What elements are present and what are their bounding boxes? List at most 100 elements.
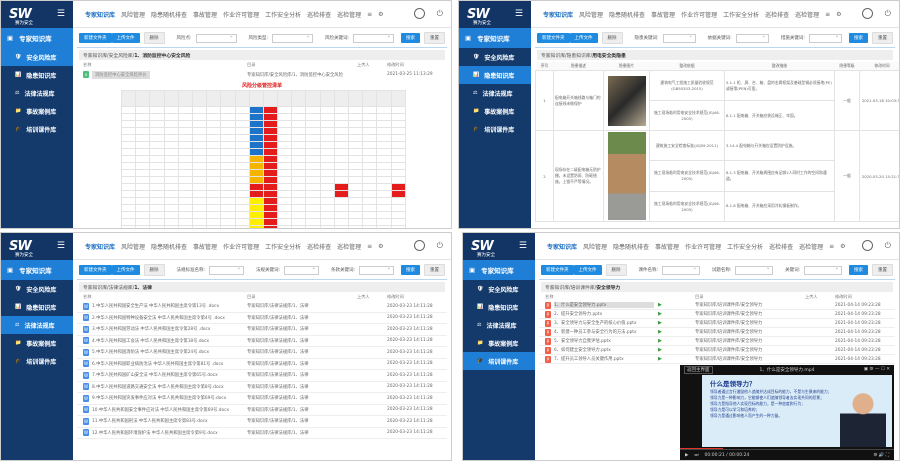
nav-tab[interactable]: 巡检排查 xyxy=(769,243,794,251)
file-name[interactable]: 3、安全领导力与安全生产的核心价值.pptx xyxy=(554,321,637,326)
breadcrumb-path[interactable]: 专家知识库/隐患知识库/ xyxy=(541,53,593,59)
sidebar-header-knowledge-base[interactable]: ▣ 专家知识库 xyxy=(1,28,73,48)
more-menu-icon[interactable]: ≡ xyxy=(829,242,835,250)
sidebar-item[interactable]: 🛡 安全风险库 xyxy=(1,48,73,66)
nav-tab[interactable]: 作业许可管理 xyxy=(681,11,718,19)
nav-tab[interactable]: 事故管理 xyxy=(655,243,680,251)
table-row[interactable]: W 12.中华人民共和国环境保护法 中华人民共和国主席令第9号.docx 专家知识库… xyxy=(77,428,447,439)
table-row[interactable]: 施工现场临时用电安全技术规范(JGJ46-2005) 8.1.8 配电箱、开关箱应… xyxy=(536,190,900,223)
nav-tab[interactable]: 隐患随机排查 xyxy=(613,243,650,251)
table-row[interactable]: W 7.中华人民共和国矿山安全法 中华人民共和国主席令第65号.docx 专家知识库… xyxy=(77,370,447,382)
upload-file-button[interactable]: 上传文件 xyxy=(111,265,140,275)
play-icon[interactable]: ▶ xyxy=(685,452,689,458)
nav-tab[interactable]: 巡检管理 xyxy=(337,243,362,251)
table-row[interactable]: 1 配电箱开关箱线路与箱门的连接线未做保护 建筑电气工程施工质量验收规范(GB503… xyxy=(535,70,899,131)
delete-button[interactable]: 删除 xyxy=(605,264,627,276)
more-menu-icon[interactable]: ≡ xyxy=(367,10,373,18)
nav-tab[interactable]: 风险管理 xyxy=(583,243,608,251)
reset-button[interactable]: 重置 xyxy=(424,32,445,44)
table-row[interactable]: P 7、提升员工领导人员关键作用.pptx ▶ 专家知识库/培训课件库/安全领导力 20… xyxy=(539,355,895,364)
table-row[interactable]: 施工现场临时用电安全技术规范(JGJ46-2005) 8.1.3 配电箱、开关箱周… xyxy=(536,160,900,192)
sidebar-item[interactable]: ⚖ 法律法规库 xyxy=(463,316,535,334)
table-row[interactable]: P 3、安全领导力与安全生产的核心价值.pptx ▶ 专家知识库/培训课件库/安全领导… xyxy=(539,319,895,328)
sidebar-header-knowledge-base[interactable]: ▣ 专家知识库 xyxy=(1,260,73,280)
play-video-icon[interactable]: ▶ xyxy=(658,329,662,335)
sidebar-item[interactable]: 📁 事故案例库 xyxy=(1,334,73,352)
sidebar-item[interactable]: 📊 隐患知识库 xyxy=(1,298,73,316)
search-button[interactable]: 搜索 xyxy=(400,265,420,275)
table-row[interactable]: x 消防监控中心安全风险评价 专家知识库/安全风险库/1、消防监控中心安全风险 202… xyxy=(77,69,447,81)
upload-file-button[interactable]: 上传文件 xyxy=(573,265,602,275)
new-folder-button[interactable]: 新建文件夹 xyxy=(79,33,112,43)
sidebar-item[interactable]: ⚖ 法律法规库 xyxy=(459,84,531,102)
hamburger-menu-icon[interactable]: ☰ xyxy=(56,9,65,19)
sidebar-header-knowledge-base[interactable]: ▣ 专家知识库 xyxy=(463,260,535,280)
sidebar-header-knowledge-base[interactable]: ▣ 专家知识库 xyxy=(459,28,531,48)
avatar[interactable] xyxy=(861,8,873,19)
avatar[interactable] xyxy=(861,240,873,251)
table-row[interactable]: P 5、安全领导力自我评估.pptx ▶ 专家知识库/培训课件库/安全领导力 2021-… xyxy=(539,337,895,346)
file-name[interactable]: 2、提升安全领导力.pptx xyxy=(554,312,603,317)
search-button[interactable]: 搜索 xyxy=(848,265,868,275)
gear-icon[interactable]: ⚙ xyxy=(378,242,384,250)
nav-tab[interactable]: 专家知识库 xyxy=(85,11,116,19)
filter-select[interactable] xyxy=(662,265,700,275)
photo-image[interactable] xyxy=(607,75,646,126)
nav-tab[interactable]: 作业许可管理 xyxy=(223,11,260,19)
video-player[interactable]: 返回主界面 1、什么是安全领导力.mp4 ▣ ⚙ — ☐ ✕ 什么是领导力？ 领导者通过… xyxy=(680,365,894,460)
play-video-icon[interactable]: ▶ xyxy=(658,311,662,317)
table-row[interactable]: W 1.中华人民共和国安全生产法 中华人民共和国主席令第13号 .docx 专家知识… xyxy=(77,301,447,313)
nav-tab[interactable]: 风险管理 xyxy=(121,243,146,251)
new-folder-button[interactable]: 新建文件夹 xyxy=(537,33,570,43)
table-row[interactable]: W 8.中华人民共和国道路交通安全法 中华人民共和国主席令第8号.docx 专家知识… xyxy=(77,382,447,393)
table-row[interactable]: W 5.中华人民共和国消防法 中华人民共和国主席令第24号.docx 专家知识库/法… xyxy=(77,347,447,359)
table-row[interactable]: P 4、新建一种员工参与安全行为的方法.pptx ▶ 专家知识库/培训课件库/安全领导… xyxy=(539,328,895,337)
gear-icon[interactable]: ⚙ xyxy=(378,10,384,18)
file-name[interactable]: 5、安全领导力自我评估.pptx xyxy=(554,339,611,344)
nav-tab[interactable]: 事故管理 xyxy=(193,243,218,251)
sidebar-item[interactable]: 📁 事故案例库 xyxy=(463,334,535,352)
sidebar-item[interactable]: 📊 隐患知识库 xyxy=(1,66,73,84)
play-video-icon[interactable]: ▶ xyxy=(658,320,662,326)
settings-volume-fullscreen-icons[interactable]: ⚙ 🔊 ⛶ xyxy=(873,453,889,458)
nav-tab[interactable]: 巡检排查 xyxy=(765,11,790,19)
table-row[interactable]: W 2.中华人民共和国特种设备安全法 中华人民共和国主席令第4号 .docx 专家知… xyxy=(77,313,447,324)
play-video-icon[interactable]: ▶ xyxy=(658,338,662,344)
table-row[interactable]: W 10.中华人民共和国安全事件应对法 中华人民共和国主席令第69号.docx 专家… xyxy=(77,405,447,416)
nav-tab[interactable]: 工作安全分析 xyxy=(727,243,764,251)
gear-icon[interactable]: ⚙ xyxy=(836,10,842,18)
file-name[interactable]: 11.中华人民共和国刑法 中华人民共和国主席令第83号.docx xyxy=(92,419,208,425)
table-row[interactable]: W 6.中华人民共和国职业病防治法 中华人民共和国主席令第81号 .docx 专家知… xyxy=(77,359,447,370)
sidebar-item[interactable]: 🛡 安全风险库 xyxy=(459,48,531,66)
hamburger-menu-icon[interactable]: ☰ xyxy=(518,241,527,251)
avatar[interactable] xyxy=(413,8,425,19)
new-folder-button[interactable]: 新建文件夹 xyxy=(79,265,112,275)
video-progress-bar[interactable] xyxy=(680,447,723,449)
nav-tab[interactable]: 巡检排查 xyxy=(307,11,332,19)
sidebar-item[interactable]: 🛡 安全风险库 xyxy=(463,280,535,298)
sidebar-item[interactable]: 🎓 培训课件库 xyxy=(1,120,73,138)
avatar[interactable] xyxy=(413,240,425,251)
new-folder-button[interactable]: 新建文件夹 xyxy=(541,265,574,275)
file-name[interactable]: 6、如何建立安全领导力.pptx xyxy=(554,348,611,353)
nav-tab[interactable]: 作业许可管理 xyxy=(685,243,722,251)
nav-tab[interactable]: 隐患随机排查 xyxy=(609,11,646,19)
gear-icon[interactable]: ⚙ xyxy=(840,242,846,250)
sidebar-item[interactable]: 🛡 安全风险库 xyxy=(1,280,73,298)
sidebar-item[interactable]: 📊 隐患知识库 xyxy=(463,298,535,316)
file-name[interactable]: 消防监控中心安全风险评价 xyxy=(92,70,150,79)
nav-tab[interactable]: 巡检管理 xyxy=(337,11,362,19)
hazard-photo[interactable] xyxy=(603,130,650,222)
photo-image[interactable] xyxy=(607,132,646,220)
nav-tab[interactable]: 风险管理 xyxy=(579,11,604,19)
reset-button[interactable]: 重置 xyxy=(423,264,445,276)
nav-tab[interactable]: 巡检排查 xyxy=(307,243,332,251)
sidebar-item[interactable]: 🎓 培训课件库 xyxy=(1,352,73,370)
upload-file-button[interactable]: 上传文件 xyxy=(569,33,598,43)
filter-select[interactable] xyxy=(353,33,394,43)
back-to-main-button[interactable]: 返回主界面 xyxy=(684,365,713,374)
hamburger-menu-icon[interactable]: ☰ xyxy=(514,9,523,19)
file-name[interactable]: 12.中华人民共和国环境保护法 中华人民共和国主席令第9号.docx xyxy=(92,430,218,436)
table-row[interactable]: W 9.中华人民共和国突发事件应对法 中华人民共和国主席令第69号.docx 专家知… xyxy=(77,393,447,405)
play-video-icon[interactable]: ▶ xyxy=(658,356,662,362)
